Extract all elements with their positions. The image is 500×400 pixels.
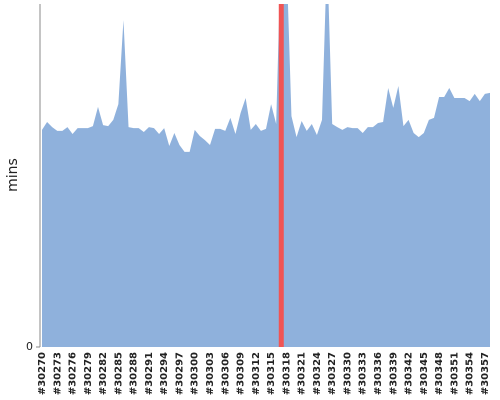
x-tick-label: #30357 xyxy=(480,352,491,395)
x-tick-label: #30354 xyxy=(465,352,476,395)
x-tick-label: #30327 xyxy=(327,352,338,395)
x-tick-label: #30294 xyxy=(159,352,170,395)
x-tick-label: #30300 xyxy=(190,352,201,395)
x-tick-label: #30312 xyxy=(251,352,262,395)
x-tick-label: #30297 xyxy=(174,352,185,395)
x-tick-label: #30273 xyxy=(52,352,63,395)
y-tick-label: 0 xyxy=(26,340,33,353)
x-tick-label: #30285 xyxy=(113,352,124,395)
x-tick-label: #30318 xyxy=(281,352,292,395)
x-tick-label: #30315 xyxy=(266,352,277,395)
x-tick-label: #30303 xyxy=(205,352,216,395)
x-tick-label: #30324 xyxy=(312,352,323,395)
x-tick-label: #30306 xyxy=(220,352,231,395)
x-tick-label: #30321 xyxy=(297,352,308,395)
x-tick-label: #30333 xyxy=(358,352,369,395)
x-tick-label: #30282 xyxy=(98,352,109,395)
x-tick-label: #30342 xyxy=(404,352,415,395)
x-tick-label: #30291 xyxy=(144,352,155,395)
x-tick-label: #30309 xyxy=(236,352,247,395)
x-tick-label: #30345 xyxy=(419,352,430,395)
y-axis-label: mins xyxy=(5,158,21,192)
area xyxy=(42,4,490,347)
x-tick-label: #30279 xyxy=(83,352,94,395)
x-tick-label: #30339 xyxy=(388,352,399,395)
x-tick-label: #30336 xyxy=(373,352,384,395)
x-tick-label: #30288 xyxy=(129,352,140,395)
x-tick-label: #30330 xyxy=(342,352,353,395)
x-tick-label: #30270 xyxy=(37,352,48,395)
x-tick-label: #30348 xyxy=(434,352,445,395)
x-tick-label: #30276 xyxy=(68,352,79,395)
x-tick-label: #30351 xyxy=(449,352,460,395)
